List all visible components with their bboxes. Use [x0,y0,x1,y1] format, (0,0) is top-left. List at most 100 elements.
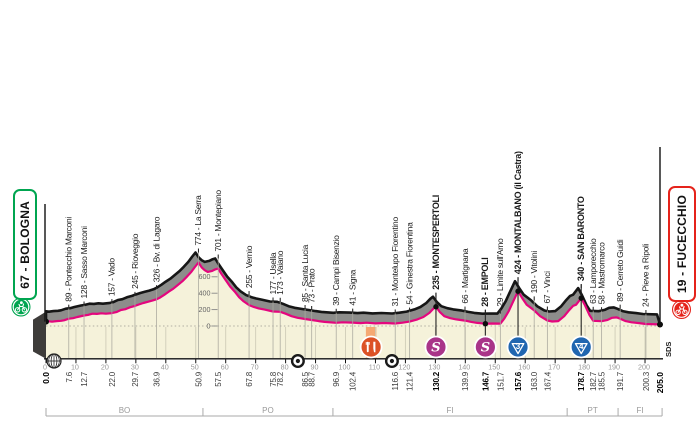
wheel [675,309,681,315]
waypoint-label: 29 - Limite sull'Arno [495,238,505,307]
x-axis-tick-label: 130 [428,363,440,372]
waypoint-label: 66 - Martignana [460,248,470,304]
waypoint-label: 89 - Cerreto Guidi [615,239,625,302]
sprint-icon: S [473,335,497,359]
sprint-letter: S [481,341,490,356]
waypoint-km: 96.9 [332,371,341,387]
waypoint-km: 86.5 [301,371,310,387]
start-badge: 67 - BOLOGNA [13,189,37,300]
sprint-icon: S [424,335,448,359]
waypoint-km: 12.7 [80,371,89,387]
waypoint-km: 157.6 [514,371,523,391]
start-badge-label: 67 - BOLOGNA [18,200,32,289]
x-axis-tick-label: 60 [221,363,229,372]
start-globe-icon [46,353,62,369]
finish-badge: 19 - FUCECCHIO [668,186,696,302]
event-dot [482,321,489,327]
knife-glyph [373,341,376,353]
x-axis-tick-label: 10 [71,363,79,372]
event-dot [433,304,439,310]
kom-category: 4 [579,342,584,351]
x-axis-tick-label: 150 [488,363,500,372]
waypoint-km: 146.7 [481,371,490,391]
x-axis-tick-label: 180 [578,363,590,372]
waypoint-km: 182.7 [589,371,598,391]
waypoint-km: 78.2 [276,371,285,387]
start-wall [33,311,46,359]
elevation-tick-label: 0 [207,321,211,330]
waypoint-km: 67.8 [245,371,254,387]
event-dot [578,295,584,301]
province-label: FI [637,406,644,415]
x-axis-tick-label: 140 [458,363,470,372]
waypoint-label: 177 - Usella [268,252,278,294]
waypoint-km: 191.7 [616,371,625,391]
waypoint-label: 190 - Vitolini [529,251,539,294]
feed-zone-icon [359,335,383,359]
kom-triangle [574,342,588,355]
sprint-circle [424,335,448,359]
sprint-circle [473,335,497,359]
waypoint-label: 31 - Montelupo Fiorentino [390,217,400,307]
x-axis-tick-label: 20 [101,363,109,372]
bike-frame [17,303,25,311]
waypoint-label: 58 - Mastromarco [596,242,606,304]
waypoint-km: 167.4 [543,371,552,391]
feed-circle [359,335,383,359]
x-axis-tick-label: 120 [398,363,410,372]
kom-circle [569,335,593,359]
x-axis-tick-label: 200 [638,363,650,372]
tunnel-icon [384,353,399,369]
wheel [14,307,21,313]
x-axis-tick-label: 190 [608,363,620,372]
x-axis-tick-label: 80 [281,363,289,372]
waypoint-km: 121.4 [406,371,415,391]
waypoint-label: 340 - SAN BARONTO [576,196,586,281]
kom-category: 3 [516,342,521,351]
finish-km: 205.0 [655,372,665,394]
waypoint-km: 75.8 [269,371,278,387]
waypoint-km: 36.9 [153,371,162,387]
waypoint-km: 7.6 [65,371,74,382]
waypoint-km: 163.0 [530,371,539,391]
kom-triangle [511,342,525,355]
elevation-tick-label: 600 [199,272,211,281]
x-axis-tick-label: 0 [43,363,47,372]
sprint-letter: S [431,341,440,356]
waypoint-km: 185.5 [598,371,607,391]
waypoint-km: 102.4 [349,371,358,391]
waypoint-km: 88.7 [308,371,317,387]
waypoint-km: 139.9 [461,371,470,391]
sds-branding: SDS [664,342,673,357]
waypoint-label: 89 - Pontecchio Marconi [64,217,74,302]
finish-rider-icon [671,299,692,320]
waypoint-label: 67 - Vinci [542,271,552,304]
waypoint-label: 41 - Signa [347,269,357,305]
waypoint-km: 200.3 [642,371,651,391]
x-axis-tick-label: 50 [191,363,199,372]
tunnel-icon [290,353,305,369]
ridge-outline [44,251,662,325]
waypoint-label: 701 - Montepiano [213,190,223,252]
shadow-band [46,252,660,325]
start-km: 0.0 [41,372,51,384]
x-axis-tick-label: 110 [369,363,380,372]
rider-head [20,301,23,305]
waypoint-label: 28 - EMPOLI [480,257,490,306]
province-label: BO [119,406,131,415]
x-axis-tick-label: 90 [311,363,319,372]
waypoint-label: 39 - Campi Bisenzio [331,235,341,306]
x-axis-tick-label: 100 [339,363,351,372]
wheel [682,309,688,315]
bike-frame [677,305,686,313]
waypoint-label: 173 - Vaiano [275,250,285,295]
province-label: PO [262,406,274,415]
kom-icon: 4 [569,335,593,359]
tunnel-center [389,358,395,364]
waypoint-km: 130.2 [432,371,441,391]
x-axis-tick-label: 40 [161,363,169,372]
waypoint-label: 255 - Vernio [244,245,254,288]
waypoint-km: 57.5 [214,371,223,387]
event-dot [515,288,521,294]
